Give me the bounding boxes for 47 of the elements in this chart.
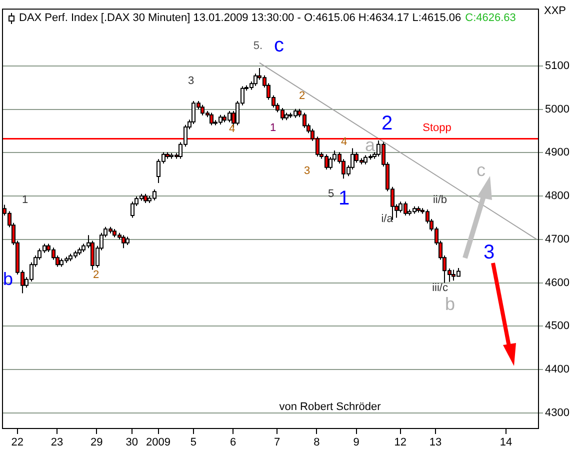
x-tick-label: 9 xyxy=(353,436,360,449)
x-tick-label: 7 xyxy=(274,436,280,449)
x-tick-label: 12 xyxy=(394,436,406,449)
y-tick-label: 4700 xyxy=(545,233,570,246)
annotation: a xyxy=(364,134,376,155)
annotation: 3 xyxy=(483,242,495,264)
x-tick-label: 14 xyxy=(500,436,512,449)
annotation: 3 xyxy=(304,165,310,178)
annotation: 2 xyxy=(381,112,393,135)
x-tick-label: 22 xyxy=(11,436,24,449)
annotation: 5. xyxy=(253,40,263,52)
y-tick-label: 4800 xyxy=(545,190,570,202)
annotation: 1 xyxy=(338,188,350,210)
annotation: Stopp xyxy=(422,122,452,134)
x-tick-label: 23 xyxy=(50,436,64,449)
y-tick-label: 4400 xyxy=(545,364,570,376)
annotation: 3 xyxy=(188,75,194,88)
y-tick-label: 5100 xyxy=(545,60,570,72)
y-tick-label: 4900 xyxy=(545,146,570,159)
y-axis-title: XXP xyxy=(544,5,566,17)
x-tick-label: 29 xyxy=(90,436,103,449)
annotation: b xyxy=(444,294,456,314)
annotation: c xyxy=(476,160,486,180)
annotation: iii/c xyxy=(432,282,448,294)
annotation: b xyxy=(2,268,14,289)
x-tick-label: 8 xyxy=(314,436,320,449)
x-tick-label: 6 xyxy=(230,436,236,449)
annotation: 2 xyxy=(298,90,306,102)
annotation: 4 xyxy=(340,136,348,148)
annotation: 2 xyxy=(92,269,100,282)
y-tick-label: 4300 xyxy=(545,406,570,419)
annotation: 1 xyxy=(22,194,28,206)
annotation: 4 xyxy=(228,123,236,136)
annotation: von Robert Schröder xyxy=(279,401,382,414)
x-tick-label: 30 xyxy=(126,436,138,449)
y-tick-label: 4500 xyxy=(545,320,570,332)
annotation: c xyxy=(274,34,284,57)
annotation: ii/b xyxy=(432,194,448,206)
annotation: i/a xyxy=(381,213,394,226)
x-tick-label: 5 xyxy=(190,436,197,449)
annotation: 1 xyxy=(270,122,276,134)
chart-subtitle: C:4626.63 xyxy=(465,12,516,24)
chart-title: DAX Perf. Index [.DAX 30 Minuten] 13.01.2009 13:30:00 - O:4615.06 H:4634.17 L:4615.06 xyxy=(19,12,462,24)
y-tick-label: 4600 xyxy=(545,276,570,289)
x-tick-label: 13 xyxy=(429,436,442,449)
y-tick-label: 5000 xyxy=(545,103,570,116)
x-tick-label: 2009 xyxy=(146,436,170,449)
